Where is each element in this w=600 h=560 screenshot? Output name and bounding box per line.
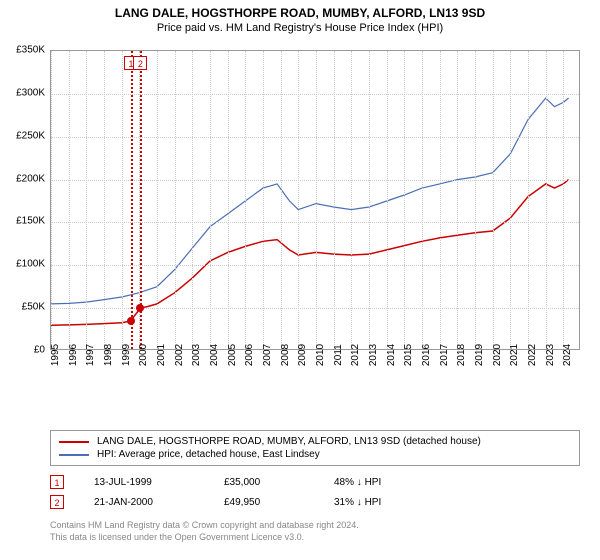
gridline-vertical (369, 51, 370, 349)
y-tick-label: £250K (5, 130, 45, 141)
x-tick-label: 2020 (492, 344, 503, 366)
event-point-marker (136, 304, 144, 312)
transaction-price: £49,950 (224, 497, 304, 508)
x-tick-label: 2023 (545, 344, 556, 366)
gridline-vertical (493, 51, 494, 349)
legend-label: LANG DALE, HOGSTHORPE ROAD, MUMBY, ALFOR… (97, 436, 481, 447)
gridline-vertical (192, 51, 193, 349)
gridline-vertical (404, 51, 405, 349)
transaction-row: 2 21-JAN-2000 £49,950 31% ↓ HPI (50, 492, 580, 512)
x-tick-label: 2018 (456, 344, 467, 366)
x-tick-label: 2019 (474, 344, 485, 366)
transaction-hpi-delta: 31% ↓ HPI (334, 497, 381, 508)
x-tick-label: 2001 (156, 344, 167, 366)
x-tick-label: 2017 (439, 344, 450, 366)
legend-swatch (59, 454, 89, 456)
transaction-row: 1 13-JUL-1999 £35,000 48% ↓ HPI (50, 472, 580, 492)
chart-area: 12 £0£50K£100K£150K£200K£250K£300K£350K1… (50, 50, 580, 390)
gridline-vertical (51, 51, 52, 349)
transaction-price: £35,000 (224, 477, 304, 488)
series-hpi (51, 98, 569, 304)
chart-container: LANG DALE, HOGSTHORPE ROAD, MUMBY, ALFOR… (0, 0, 600, 560)
gridline-vertical (457, 51, 458, 349)
y-tick-label: £100K (5, 259, 45, 270)
gridline-vertical (546, 51, 547, 349)
x-tick-label: 1995 (50, 344, 61, 366)
x-tick-label: 2009 (297, 344, 308, 366)
x-tick-label: 2021 (509, 344, 520, 366)
chart-subtitle: Price paid vs. HM Land Registry's House … (0, 20, 600, 34)
transaction-index: 1 (50, 475, 64, 489)
x-tick-label: 2013 (368, 344, 379, 366)
x-tick-label: 2014 (386, 344, 397, 366)
x-tick-label: 2002 (174, 344, 185, 366)
legend-swatch (59, 441, 89, 443)
x-tick-label: 1997 (85, 344, 96, 366)
x-tick-label: 2004 (209, 344, 220, 366)
legend: LANG DALE, HOGSTHORPE ROAD, MUMBY, ALFOR… (50, 430, 580, 466)
chart-title: LANG DALE, HOGSTHORPE ROAD, MUMBY, ALFOR… (0, 0, 600, 20)
attribution-line: This data is licensed under the Open Gov… (50, 532, 580, 544)
y-tick-label: £300K (5, 87, 45, 98)
y-tick-label: £0 (5, 345, 45, 356)
gridline-vertical (387, 51, 388, 349)
gridline-vertical (157, 51, 158, 349)
gridline-vertical (528, 51, 529, 349)
transactions-table: 1 13-JUL-1999 £35,000 48% ↓ HPI 2 21-JAN-2000… (50, 472, 580, 512)
attribution-line: Contains HM Land Registry data © Crown c… (50, 520, 580, 532)
transaction-hpi-delta: 48% ↓ HPI (334, 477, 381, 488)
attribution: Contains HM Land Registry data © Crown c… (50, 520, 580, 543)
gridline-vertical (351, 51, 352, 349)
x-tick-label: 1998 (103, 344, 114, 366)
gridline-vertical (281, 51, 282, 349)
x-tick-label: 2015 (403, 344, 414, 366)
gridline-vertical (316, 51, 317, 349)
x-tick-label: 2006 (244, 344, 255, 366)
event-point-marker (127, 317, 135, 325)
gridline-vertical (86, 51, 87, 349)
y-tick-label: £150K (5, 216, 45, 227)
legend-item: LANG DALE, HOGSTHORPE ROAD, MUMBY, ALFOR… (59, 435, 571, 448)
gridline-vertical (475, 51, 476, 349)
gridline-vertical (510, 51, 511, 349)
gridline-vertical (440, 51, 441, 349)
y-tick-label: £350K (5, 45, 45, 56)
x-tick-label: 2007 (262, 344, 273, 366)
x-tick-label: 2010 (315, 344, 326, 366)
transaction-date: 13-JUL-1999 (94, 477, 194, 488)
gridline-vertical (122, 51, 123, 349)
plot-region: 12 (50, 50, 580, 350)
gridline-vertical (334, 51, 335, 349)
gridline-vertical (263, 51, 264, 349)
series-property (51, 180, 569, 326)
gridline-vertical (228, 51, 229, 349)
x-tick-label: 2012 (350, 344, 361, 366)
y-tick-label: £200K (5, 173, 45, 184)
gridline-vertical (175, 51, 176, 349)
event-line (131, 51, 133, 349)
gridline-vertical (245, 51, 246, 349)
transaction-date: 21-JAN-2000 (94, 497, 194, 508)
x-tick-label: 1996 (68, 344, 79, 366)
transaction-index: 2 (50, 495, 64, 509)
x-tick-label: 2000 (138, 344, 149, 366)
gridline-vertical (69, 51, 70, 349)
event-marker-box: 2 (133, 56, 147, 70)
x-tick-label: 1999 (121, 344, 132, 366)
x-tick-label: 2003 (191, 344, 202, 366)
y-tick-label: £50K (5, 302, 45, 313)
gridline-vertical (422, 51, 423, 349)
x-tick-label: 2008 (280, 344, 291, 366)
x-tick-label: 2022 (527, 344, 538, 366)
x-tick-label: 2016 (421, 344, 432, 366)
gridline-vertical (563, 51, 564, 349)
x-tick-label: 2011 (333, 344, 344, 366)
legend-label: HPI: Average price, detached house, East… (97, 449, 320, 460)
gridline-vertical (210, 51, 211, 349)
gridline-vertical (298, 51, 299, 349)
legend-item: HPI: Average price, detached house, East… (59, 448, 571, 461)
gridline-vertical (104, 51, 105, 349)
x-tick-label: 2024 (562, 344, 573, 366)
x-tick-label: 2005 (227, 344, 238, 366)
